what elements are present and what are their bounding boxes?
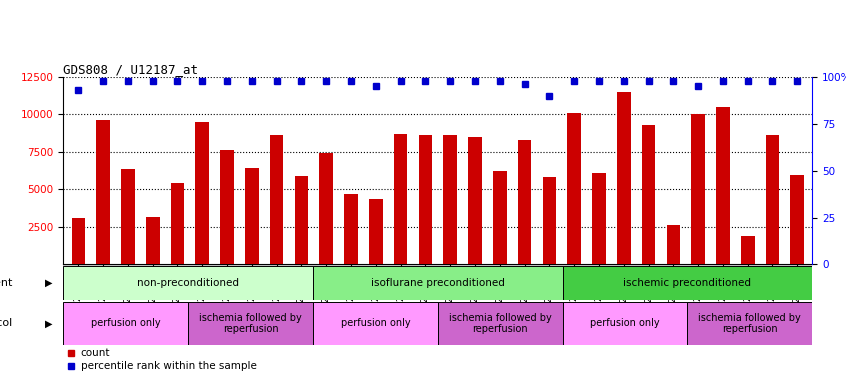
Bar <box>245 168 259 264</box>
Bar <box>443 135 457 264</box>
Bar <box>313 266 563 300</box>
Text: GDS808 / U12187_at: GDS808 / U12187_at <box>63 63 199 76</box>
Bar <box>419 135 432 264</box>
Bar <box>393 134 408 264</box>
Bar <box>563 266 812 300</box>
Bar <box>568 113 581 264</box>
Bar <box>592 173 606 264</box>
Bar <box>320 153 333 264</box>
Bar <box>121 169 135 264</box>
Bar <box>518 140 531 264</box>
Bar <box>146 217 160 264</box>
Bar <box>642 125 656 264</box>
Bar <box>171 183 184 264</box>
Bar <box>344 194 358 264</box>
Text: ▶: ▶ <box>45 278 52 288</box>
Text: perfusion only: perfusion only <box>91 318 161 328</box>
Bar <box>468 137 482 264</box>
Text: perfusion only: perfusion only <box>341 318 410 328</box>
Bar <box>63 264 812 287</box>
Bar <box>220 150 233 264</box>
Text: ▶: ▶ <box>45 318 52 328</box>
Bar <box>63 266 313 300</box>
Text: ischemia followed by
reperfusion: ischemia followed by reperfusion <box>699 313 801 334</box>
Text: ischemia followed by
reperfusion: ischemia followed by reperfusion <box>200 313 302 334</box>
Bar <box>72 218 85 264</box>
Bar <box>493 171 507 264</box>
Bar <box>617 92 630 264</box>
Text: ischemic preconditioned: ischemic preconditioned <box>624 278 751 288</box>
Bar <box>766 135 779 264</box>
Bar <box>270 135 283 264</box>
Bar <box>790 175 804 264</box>
Bar <box>195 122 209 264</box>
Bar <box>691 114 705 264</box>
Text: isoflurane preconditioned: isoflurane preconditioned <box>371 278 505 288</box>
Bar <box>667 225 680 264</box>
Bar <box>369 199 382 264</box>
Text: perfusion only: perfusion only <box>591 318 660 328</box>
Bar <box>741 236 755 264</box>
Bar <box>188 302 313 345</box>
Text: protocol: protocol <box>0 318 13 328</box>
Bar <box>542 177 556 264</box>
Text: non-preconditioned: non-preconditioned <box>137 278 239 288</box>
Bar <box>563 302 687 345</box>
Bar <box>294 176 308 264</box>
Bar <box>313 302 437 345</box>
Text: ischemia followed by
reperfusion: ischemia followed by reperfusion <box>449 313 552 334</box>
Bar <box>687 302 812 345</box>
Text: percentile rank within the sample: percentile rank within the sample <box>80 362 256 371</box>
Bar <box>716 107 730 264</box>
Text: agent: agent <box>0 278 13 288</box>
Text: count: count <box>80 348 110 358</box>
Bar <box>437 302 563 345</box>
Bar <box>96 120 110 264</box>
Bar <box>63 302 188 345</box>
